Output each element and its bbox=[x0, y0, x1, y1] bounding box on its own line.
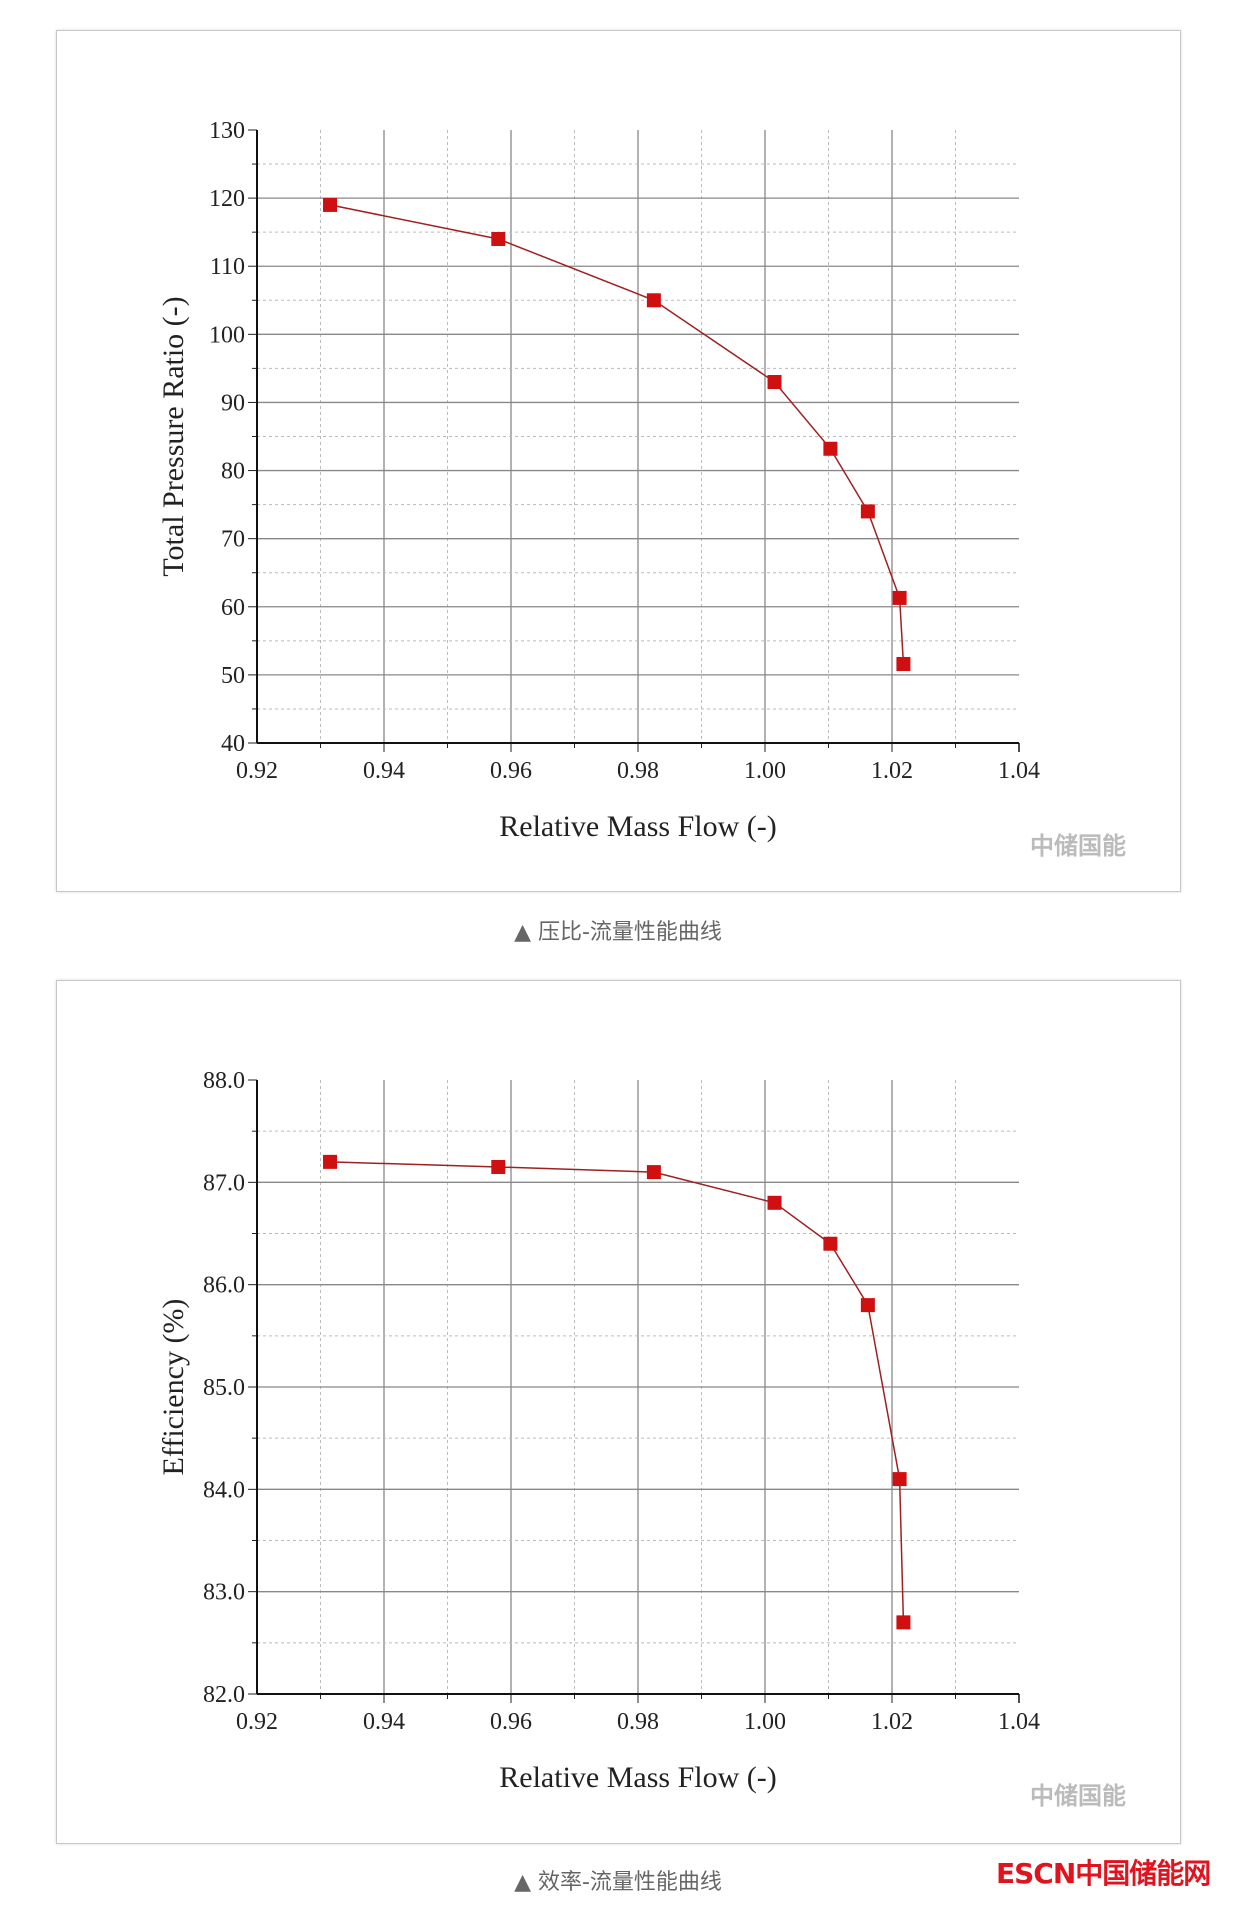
y-tick-label: 40 bbox=[221, 731, 245, 757]
data-point bbox=[860, 1298, 875, 1313]
y-tick-label: 60 bbox=[221, 595, 245, 621]
data-point bbox=[860, 504, 875, 519]
x-tick-label: 0.92 bbox=[236, 1709, 278, 1735]
pressure-ratio-chart: 0.92 0.94 0.96 0.98 1.00 1.02 1.04 40 50 60 70 80 90… bbox=[157, 118, 1040, 843]
x-tick-label: 1.04 bbox=[998, 758, 1040, 784]
x-tick-label: 1.02 bbox=[871, 1709, 913, 1735]
data-point bbox=[896, 1615, 911, 1630]
y-tick-label: 84.0 bbox=[203, 1477, 245, 1503]
series-line bbox=[329, 204, 905, 665]
chart-frame-pressure bbox=[56, 30, 1181, 892]
caption-efficiency: ▲ 效率-流量性能曲线 bbox=[514, 1870, 722, 1895]
data-point bbox=[823, 1236, 838, 1251]
y-tick-label: 86.0 bbox=[203, 1273, 245, 1299]
y-tick-label: 120 bbox=[209, 186, 245, 212]
x-tick-label: 0.94 bbox=[363, 758, 405, 784]
data-point bbox=[646, 293, 661, 308]
chart-frame-efficiency bbox=[56, 980, 1181, 1844]
y-tick-label: 100 bbox=[209, 322, 245, 348]
data-point bbox=[892, 590, 907, 605]
data-point bbox=[323, 1154, 338, 1169]
data-point bbox=[323, 197, 338, 212]
y-tick-label: 87.0 bbox=[203, 1170, 245, 1196]
data-point bbox=[823, 441, 838, 456]
data-point bbox=[491, 231, 506, 246]
y-tick-label: 83.0 bbox=[203, 1580, 245, 1606]
y-tick-label: 110 bbox=[210, 254, 245, 280]
series-line bbox=[330, 1161, 905, 1623]
y-tick-label: 85.0 bbox=[203, 1375, 245, 1401]
y-tick-label: 90 bbox=[221, 390, 245, 416]
watermark: 中储国能 bbox=[1030, 1782, 1126, 1810]
x-tick-label: 0.98 bbox=[617, 758, 659, 784]
y-tick-label: 70 bbox=[221, 527, 245, 553]
data-point bbox=[491, 1159, 506, 1174]
y-tick-label: 130 bbox=[209, 118, 245, 144]
data-point bbox=[896, 656, 911, 671]
x-tick-label: 1.00 bbox=[744, 758, 786, 784]
x-tick-label: 1.02 bbox=[871, 758, 913, 784]
data-point bbox=[892, 1472, 907, 1487]
x-axis-label: Relative Mass Flow (-) bbox=[499, 810, 776, 843]
x-tick-label: 0.96 bbox=[490, 1709, 532, 1735]
y-tick-label: 82.0 bbox=[203, 1682, 245, 1708]
y-tick-label: 80 bbox=[221, 459, 245, 485]
y-axis-label: Efficiency (%) bbox=[157, 1299, 190, 1476]
watermark: 中储国能 bbox=[1030, 832, 1126, 860]
x-tick-label: 1.00 bbox=[744, 1709, 786, 1735]
y-axis-label: Total Pressure Ratio (-) bbox=[157, 296, 190, 576]
data-point bbox=[767, 1195, 782, 1210]
data-point bbox=[767, 375, 782, 390]
x-tick-label: 1.04 bbox=[998, 1709, 1040, 1735]
y-tick-label: 88.0 bbox=[203, 1068, 245, 1094]
x-tick-label: 0.94 bbox=[363, 1709, 405, 1735]
x-tick-label: 0.98 bbox=[617, 1709, 659, 1735]
escn-logo: ESCN中国储能网 bbox=[996, 1857, 1211, 1890]
y-tick-label: 50 bbox=[221, 663, 245, 689]
caption-pressure: ▲ 压比-流量性能曲线 bbox=[514, 920, 722, 945]
x-axis-label: Relative Mass Flow (-) bbox=[499, 1761, 776, 1794]
x-tick-label: 0.96 bbox=[490, 758, 532, 784]
x-tick-label: 0.92 bbox=[236, 758, 278, 784]
data-point bbox=[646, 1165, 661, 1180]
